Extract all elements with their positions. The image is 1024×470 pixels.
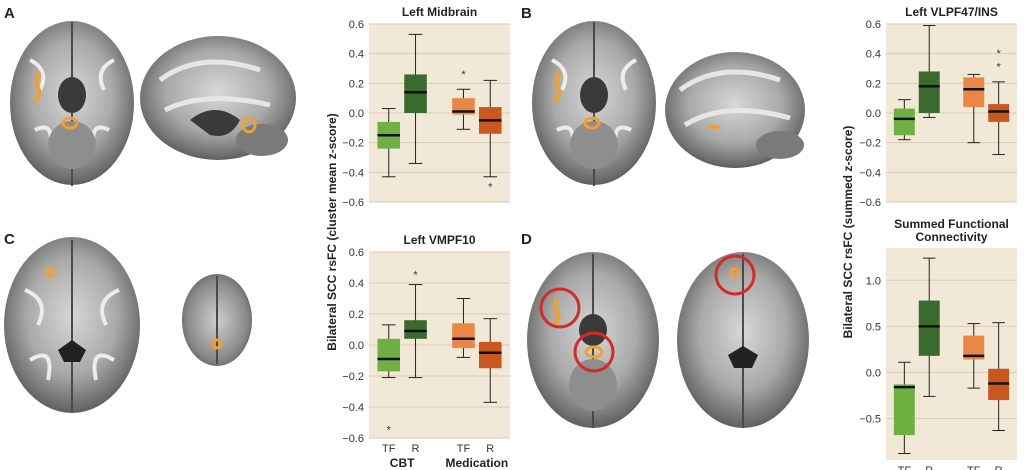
y-tick-label: 0.2 [866, 78, 881, 90]
y-tick-label: −0.4 [342, 402, 364, 414]
y-tick-label: −0.4 [342, 167, 364, 179]
y-tick-label: −0.6 [342, 433, 364, 445]
outlier-marker: * [997, 48, 1002, 60]
chart-3: 0.6 0.4 0.2 0.0 −0.2 −0.4 −0.6 Left VMPF10 * * TF R… [342, 233, 510, 470]
brain-coronal-c [182, 274, 252, 366]
y-axis-label-right: Bilateral SCC rsFC (summed z-score) [841, 126, 855, 339]
brain-axial-a [10, 21, 134, 186]
y-tick-label: 0.6 [349, 19, 364, 31]
y-tick-label: 0.6 [866, 19, 881, 31]
x-group-label: CBT [390, 456, 415, 470]
outlier-marker: * [387, 425, 392, 437]
outlier-marker: * [413, 270, 418, 282]
box [918, 71, 940, 113]
y-tick-label: −0.2 [342, 371, 364, 383]
x-tick-label: TF [967, 465, 981, 470]
y-tick-label: 0.0 [349, 340, 364, 352]
chart-title: Left Midbrain [402, 5, 477, 19]
x-tick-label: TF [382, 443, 396, 455]
x-tick-label: TF [457, 443, 471, 455]
y-tick-label: −0.6 [859, 197, 881, 209]
brain-sagittal-a [140, 36, 296, 160]
panel-label-c: C [4, 231, 15, 248]
y-tick-label: 0.6 [349, 247, 364, 259]
x-group-label: Medication [446, 456, 509, 470]
chart-title: Left VMPF10 [403, 233, 475, 247]
brain-sagittal-b [665, 52, 805, 168]
y-tick-label: 0.2 [349, 309, 364, 321]
box [963, 335, 985, 360]
panel-label-d: D [521, 231, 532, 248]
panel-label-a: A [4, 5, 15, 22]
x-tick-label: R [486, 443, 494, 455]
box [988, 104, 1010, 122]
brain-axial-b [532, 21, 656, 186]
chart-4: 1.0 0.5 0.0 −0.5 Summed FunctionalConnectivi… [859, 217, 1017, 470]
y-tick-label: 0.0 [866, 367, 881, 379]
box [404, 74, 427, 113]
highlight-circle [714, 254, 756, 296]
highlight-circle [573, 331, 615, 373]
chart-title: Connectivity [915, 230, 987, 244]
y-tick-label: 0.4 [349, 278, 364, 290]
y-tick-label: −0.4 [859, 167, 881, 179]
box [893, 108, 915, 136]
y-tick-label: 0.4 [349, 49, 364, 61]
box [918, 300, 940, 356]
outlier-marker: * [488, 182, 493, 194]
y-tick-label: 0.0 [866, 108, 881, 120]
brain-axial-d2 [677, 252, 809, 428]
brain-axial-c [4, 237, 140, 413]
x-tick-label: TF [898, 465, 912, 470]
box [377, 338, 401, 372]
chart-2: 0.6 0.4 0.2 0.0 −0.2 −0.4 −0.6 Left VLPF47/INS *… [859, 5, 1017, 209]
y-tick-label: −0.2 [859, 138, 881, 150]
chart-1: 0.6 0.4 0.2 0.0 −0.2 −0.4 −0.6 Left Midbrain * * [342, 5, 510, 209]
y-axis-label-left: Bilateral SCC rsFC (cluster mean z-score… [325, 113, 339, 350]
y-tick-label: 0.0 [349, 108, 364, 120]
box [893, 384, 915, 436]
box [963, 77, 985, 108]
y-tick-label: −0.6 [342, 197, 364, 209]
chart-title: Left VLPF47/INS [905, 5, 998, 19]
box [404, 320, 427, 339]
y-tick-label: 0.4 [866, 49, 881, 61]
box [478, 341, 502, 369]
box [452, 323, 475, 349]
x-tick-label: R [995, 465, 1003, 470]
brain-axial-d1 [527, 252, 659, 428]
outlier-marker: * [997, 62, 1002, 74]
panel-label-b: B [521, 5, 532, 22]
y-tick-label: 0.2 [349, 78, 364, 90]
x-tick-label: R [925, 465, 933, 470]
y-tick-label: 1.0 [866, 275, 881, 287]
highlight-circle [539, 287, 581, 329]
y-tick-label: −0.5 [859, 414, 881, 426]
chart-title: Summed Functional [894, 217, 1009, 231]
y-tick-label: −0.2 [342, 138, 364, 150]
x-tick-label: R [412, 443, 420, 455]
y-tick-label: 0.5 [866, 321, 881, 333]
outlier-marker: * [461, 69, 466, 81]
